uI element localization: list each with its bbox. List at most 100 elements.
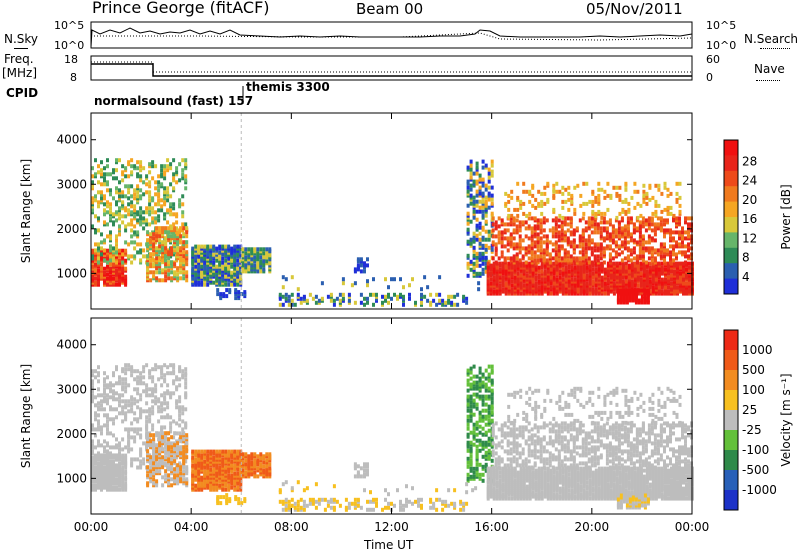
echo-cell: [478, 231, 482, 236]
echo-cell: [194, 244, 198, 249]
echo-cell: [606, 193, 610, 198]
echo-cell: [118, 447, 121, 452]
echo-cell: [224, 282, 228, 287]
echo-cell: [540, 261, 544, 266]
echo-cell: [284, 292, 288, 297]
echo-cell: [524, 246, 528, 251]
echo-cell: [172, 222, 176, 227]
echo-cell: [149, 479, 153, 484]
echo-cell: [94, 280, 97, 285]
echo-cell: [145, 409, 149, 414]
echo-cell: [145, 393, 149, 398]
echo-cell: [167, 437, 171, 442]
echo-cell: [506, 222, 510, 227]
echo-cell: [617, 226, 621, 231]
echo-cell: [515, 218, 519, 223]
echo-cell: [494, 234, 498, 239]
echo-cell: [100, 431, 103, 436]
echo-cell: [163, 363, 167, 368]
echo-cell: [109, 274, 112, 279]
echo-cell: [620, 226, 624, 231]
echo-cell: [503, 256, 507, 261]
echo-cell: [106, 393, 109, 398]
echo-cell: [506, 242, 510, 247]
echo-cell: [500, 250, 504, 255]
echo-cell: [259, 462, 263, 467]
echo-cell: [472, 245, 476, 250]
echo-cell: [136, 375, 140, 380]
echo-cell: [509, 240, 513, 245]
echo-cell: [262, 267, 266, 272]
echo-cell: [627, 263, 631, 268]
echo-cell: [608, 222, 612, 227]
echo-cell: [296, 292, 300, 297]
echo-cell: [558, 269, 562, 274]
echo-cell: [179, 445, 183, 450]
echo-cell: [164, 463, 168, 468]
echo-cell: [611, 238, 615, 243]
echo-cell: [651, 211, 655, 216]
echo-cell: [519, 273, 523, 278]
echo-cell: [475, 189, 479, 194]
echo-cell: [472, 261, 476, 266]
echo-cell: [247, 263, 251, 268]
echo-cell: [320, 296, 324, 301]
echo-cell: [660, 191, 664, 196]
echo-cell: [682, 261, 685, 266]
echo-cell: [139, 206, 143, 211]
echo-cell: [230, 473, 234, 478]
echo-cell: [542, 248, 546, 253]
echo-cell: [244, 251, 248, 256]
echo-cell: [115, 391, 118, 396]
echo-cell: [621, 279, 625, 284]
echo-cell: [678, 230, 681, 235]
echo-cell: [684, 250, 687, 255]
echo-cell: [151, 216, 155, 221]
echo-cell: [206, 244, 210, 249]
echo-cell: [664, 267, 667, 272]
echo-cell: [381, 294, 384, 299]
echo-cell: [152, 461, 156, 466]
echo-cell: [124, 214, 128, 219]
echo-cell: [121, 170, 125, 175]
echo-cell: [130, 407, 134, 412]
echo-cell: [519, 291, 523, 296]
echo-cell: [115, 397, 118, 402]
echo-cell: [191, 455, 195, 460]
echo-cell: [484, 213, 488, 218]
echo-cell: [465, 300, 469, 305]
echo-cell: [600, 275, 604, 280]
echo-cell: [387, 300, 390, 305]
echo-cell: [191, 248, 195, 253]
echo-cell: [176, 463, 180, 468]
echo-cell: [236, 252, 240, 257]
echo-cell: [615, 191, 619, 196]
echo-cell: [528, 261, 532, 266]
nave-tick-bottom: 0: [706, 71, 713, 84]
echo-cell: [684, 260, 687, 265]
echo-cell: [478, 237, 482, 242]
echo-cell: [106, 413, 109, 418]
echo-cell: [256, 466, 260, 471]
echo-cell: [578, 256, 582, 261]
echo-cell: [97, 463, 100, 468]
echo-cell: [507, 207, 511, 212]
echo-cell: [175, 248, 179, 253]
echo-cell: [178, 178, 182, 183]
echo-cell: [259, 247, 263, 252]
echo-cell: [602, 260, 606, 265]
echo-cell: [558, 275, 562, 280]
echo-cell: [490, 211, 494, 216]
echo-cell: [157, 409, 161, 414]
echo-cell: [179, 246, 183, 251]
echo-cell: [606, 207, 610, 212]
echo-cell: [637, 298, 641, 303]
echo-cell: [239, 244, 243, 249]
echo-cell: [560, 220, 564, 225]
echo-cell: [558, 189, 562, 194]
nsky-tick-top: 10^5: [54, 19, 85, 32]
echo-cell: [109, 445, 112, 450]
echo-cell: [593, 226, 597, 231]
echo-cell: [635, 260, 639, 265]
echo-cell: [630, 195, 634, 200]
